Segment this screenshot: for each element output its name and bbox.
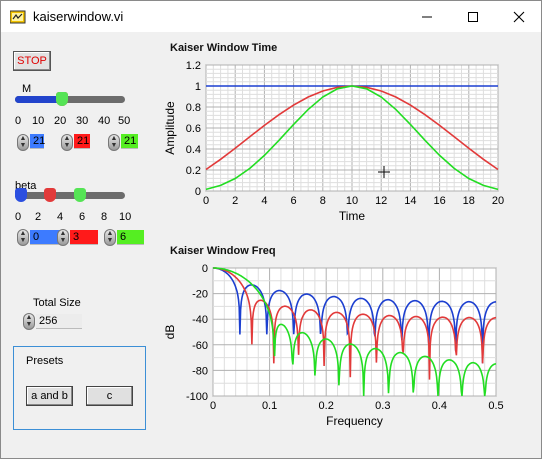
freq-series-green-line — [213, 267, 496, 397]
beta-slider-scale: 0 2 4 6 8 10 — [15, 211, 135, 223]
freq-y-tick-label: -20 — [192, 289, 208, 301]
preset-a-and-b-button[interactable]: a and b — [26, 386, 73, 406]
m-tick-0: 0 — [15, 115, 22, 127]
beta-green-value[interactable]: 6 — [117, 230, 144, 245]
freq-y-tick-label: -100 — [186, 391, 208, 403]
time-x-tick-label: 14 — [404, 195, 416, 207]
close-icon — [513, 11, 525, 22]
presets-label: Presets — [26, 355, 64, 367]
beta-red-spinner[interactable]: ▲ ▼ — [57, 229, 69, 246]
freq-series-red-line — [213, 267, 496, 380]
time-x-tick-label: 16 — [433, 195, 445, 207]
beta-red-value[interactable]: 3 — [70, 230, 98, 245]
freq-x-tick-label: 0.5 — [488, 400, 503, 412]
m-slider-thumb-green[interactable] — [56, 92, 69, 106]
freq-x-tick-label: 0 — [210, 400, 216, 412]
freq-x-tick-label: 0.3 — [375, 400, 390, 412]
beta-tick-2: 2 — [35, 211, 42, 223]
beta-green-spinner[interactable]: ▲ ▼ — [104, 229, 116, 246]
beta-tick-8: 8 — [101, 211, 108, 223]
beta-slider-thumb-blue[interactable] — [15, 188, 27, 202]
window-title: kaiserwindow.vi — [33, 9, 124, 24]
presets-group: Presets a and b c — [13, 346, 146, 430]
beta-blue-spinner[interactable]: ▲ ▼ — [17, 229, 29, 246]
freq-y-tick-label: -80 — [192, 365, 208, 377]
freq-graph-title: Kaiser Window Freq — [170, 245, 276, 257]
freq-x-axis-label: Frequency — [326, 414, 383, 428]
time-x-tick-label: 4 — [261, 195, 267, 207]
freq-graph[interactable]: 0 0.1 0.2 0.3 0.4 0.5 0 -20 -40 -60 -80 -100 Frequen… — [161, 259, 506, 445]
m-slider-track — [15, 96, 125, 103]
beta-slider-thumb-green[interactable] — [73, 188, 86, 202]
m-red-value[interactable]: 21 — [74, 134, 90, 149]
stop-button[interactable]: STOP — [13, 51, 51, 71]
freq-x-tick-label: 0.4 — [432, 400, 447, 412]
total-size-value[interactable]: 256 — [36, 314, 82, 329]
m-green-spinner[interactable]: ▲ ▼ — [108, 134, 120, 151]
beta-slider-thumb-red[interactable] — [44, 188, 57, 202]
labview-app-icon — [10, 10, 26, 24]
freq-y-tick-label: 0 — [202, 263, 208, 275]
m-tick-20: 20 — [54, 115, 67, 127]
m-tick-40: 40 — [98, 115, 111, 127]
time-y-tick-label: 0.6 — [186, 123, 201, 135]
beta-tick-4: 4 — [57, 211, 64, 223]
m-tick-10: 10 — [32, 115, 45, 127]
time-y-tick-label: 1 — [195, 81, 201, 93]
time-y-axis-label: Amplitude — [163, 101, 177, 155]
time-x-tick-label: 8 — [320, 195, 326, 207]
beta-tick-0: 0 — [15, 211, 22, 223]
freq-x-tick-label: 0.1 — [262, 400, 277, 412]
m-slider[interactable] — [15, 92, 125, 106]
m-slider-scale: 0 10 20 30 40 50 — [15, 115, 135, 127]
crosshair-cursor-icon — [378, 166, 390, 178]
m-blue-value[interactable]: 21 — [30, 134, 45, 149]
m-tick-30: 30 — [76, 115, 89, 127]
maximize-icon — [468, 11, 478, 22]
close-button[interactable] — [496, 1, 542, 32]
preset-c-button[interactable]: c — [86, 386, 133, 406]
time-graph[interactable]: 0 2 4 6 8 10 12 14 16 18 20 0 0.2 0.4 0.6 0.8 1 1.2 Time Am… — [161, 56, 506, 238]
time-y-tick-label: 0.8 — [186, 102, 201, 114]
freq-x-tick-label: 0.2 — [319, 400, 334, 412]
time-series-green-line — [205, 85, 499, 191]
beta-tick-6: 6 — [79, 211, 86, 223]
beta-blue-value[interactable]: 0 — [30, 230, 61, 245]
beta-slider-track — [15, 192, 125, 199]
time-x-tick-label: 20 — [492, 195, 504, 207]
beta-slider[interactable] — [15, 188, 125, 202]
m-green-value[interactable]: 21 — [121, 134, 138, 149]
time-x-tick-label: 6 — [291, 195, 297, 207]
time-graph-title: Kaiser Window Time — [170, 42, 278, 54]
time-x-tick-label: 18 — [463, 195, 475, 207]
time-x-tick-label: 12 — [375, 195, 387, 207]
time-x-tick-label: 0 — [203, 195, 209, 207]
time-x-axis-label: Time — [339, 209, 366, 223]
m-red-spinner[interactable]: ▲ ▼ — [61, 134, 73, 151]
total-size-spinner[interactable]: ▲ ▼ — [23, 313, 35, 330]
m-slider-fill — [15, 96, 63, 103]
time-y-tick-label: 0 — [195, 186, 201, 198]
time-x-tick-label: 2 — [232, 195, 238, 207]
time-y-tick-label: 0.4 — [186, 144, 201, 156]
minimize-button[interactable] — [404, 1, 450, 32]
freq-y-tick-label: -60 — [192, 340, 208, 352]
time-y-tick-label: 1.2 — [186, 60, 201, 72]
time-y-tick-label: 0.2 — [186, 165, 201, 177]
m-label: M — [22, 83, 32, 95]
time-x-tick-label: 10 — [346, 195, 358, 207]
maximize-button[interactable] — [450, 1, 496, 32]
freq-y-tick-label: -40 — [192, 314, 208, 326]
freq-series-blue-line — [213, 267, 497, 364]
m-blue-spinner[interactable]: ▲ ▼ — [17, 134, 29, 151]
beta-tick-10: 10 — [119, 211, 132, 223]
minimize-icon — [422, 16, 432, 17]
m-tick-50: 50 — [118, 115, 131, 127]
total-size-label: Total Size — [33, 297, 81, 309]
freq-y-axis-label: dB — [163, 325, 177, 340]
title-bar: kaiserwindow.vi — [1, 1, 541, 32]
front-panel: STOP M 0 10 20 30 40 50 ▲ ▼ 21 ▲ ▼ 21 ▲ ▼ 2… — [1, 32, 541, 458]
